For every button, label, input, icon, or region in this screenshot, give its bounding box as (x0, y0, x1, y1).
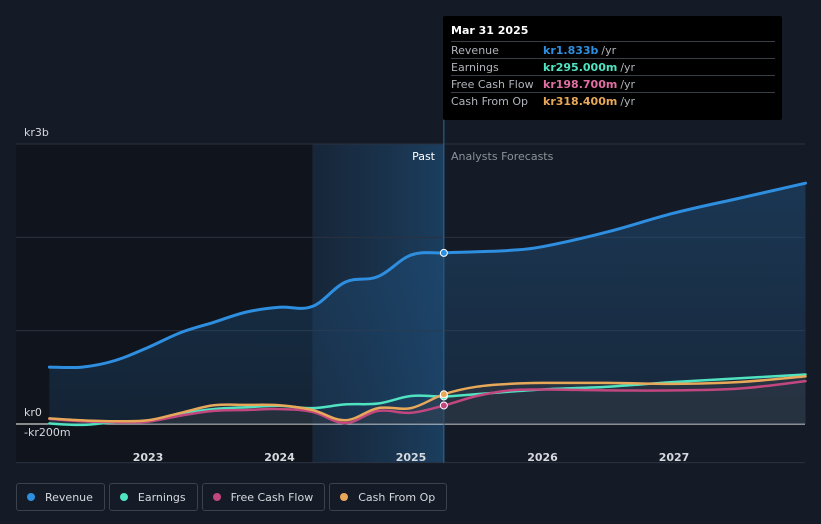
legend-item-free-cash-flow[interactable]: Free Cash Flow (201, 483, 326, 511)
tooltip-row-cash-from-op: Cash From Op kr318.400m/yr (451, 92, 775, 110)
past-label: Past (412, 150, 436, 163)
y-zero-label: kr0 (24, 406, 42, 419)
tooltip-date: Mar 31 2025 (451, 24, 529, 37)
tooltip-value: kr198.700m/yr (543, 78, 636, 91)
tooltip-row-revenue: Revenue kr1.833b/yr (451, 41, 775, 59)
highlight-marker (439, 390, 448, 399)
x-tick-label: 2025 (396, 451, 427, 464)
series-line-cash-from-op (48, 375, 807, 423)
tooltip-label: Earnings (451, 61, 499, 74)
revenue-area (49, 183, 806, 424)
series-line-free-cash-flow (48, 379, 807, 425)
legend-label: Cash From Op (358, 490, 436, 504)
cash-from-op-area (49, 376, 806, 424)
tooltip-label: Revenue (451, 44, 499, 57)
legend: Revenue Earnings Free Cash Flow Cash Fro… (16, 483, 448, 511)
highlight-marker (439, 248, 448, 257)
legend-item-cash-from-op[interactable]: Cash From Op (329, 483, 448, 511)
legend-dot-icon (27, 493, 35, 501)
legend-label: Earnings (137, 490, 186, 504)
x-tick-label: 2027 (659, 451, 690, 464)
x-tick-label: 2026 (527, 451, 558, 464)
series-line-revenue (47, 181, 807, 370)
legend-dot-icon (212, 493, 221, 501)
tooltip-value: kr318.400m/yr (543, 95, 636, 108)
forecast-label: Analysts Forecasts (451, 150, 554, 163)
legend-label: Free Cash Flow (230, 490, 314, 504)
legend-item-revenue[interactable]: Revenue (16, 483, 105, 511)
legend-dot-icon (119, 493, 128, 501)
tooltip-label: Cash From Op (451, 95, 529, 108)
tooltip-row-earnings: Earnings kr295.000m/yr (451, 58, 775, 76)
y-top-label: kr3b (24, 126, 49, 139)
tooltip-value: kr1.833b/yr (543, 44, 617, 57)
tooltip-label: Free Cash Flow (451, 78, 534, 91)
legend-label: Revenue (45, 490, 93, 504)
y-bottom-label: -kr200m (24, 426, 71, 439)
legend-dot-icon (340, 493, 349, 501)
tooltip-row-free-cash-flow: Free Cash Flow kr198.700m/yr (451, 75, 775, 93)
tooltip-value: kr295.000m/yr (543, 61, 636, 74)
tooltip: Mar 31 2025 Revenue kr1.833b/yr Earnings… (443, 16, 782, 120)
legend-item-earnings[interactable]: Earnings (108, 483, 198, 511)
x-tick-label: 2024 (264, 451, 295, 464)
x-tick-label: 2023 (133, 451, 164, 464)
highlight-marker (439, 401, 448, 410)
